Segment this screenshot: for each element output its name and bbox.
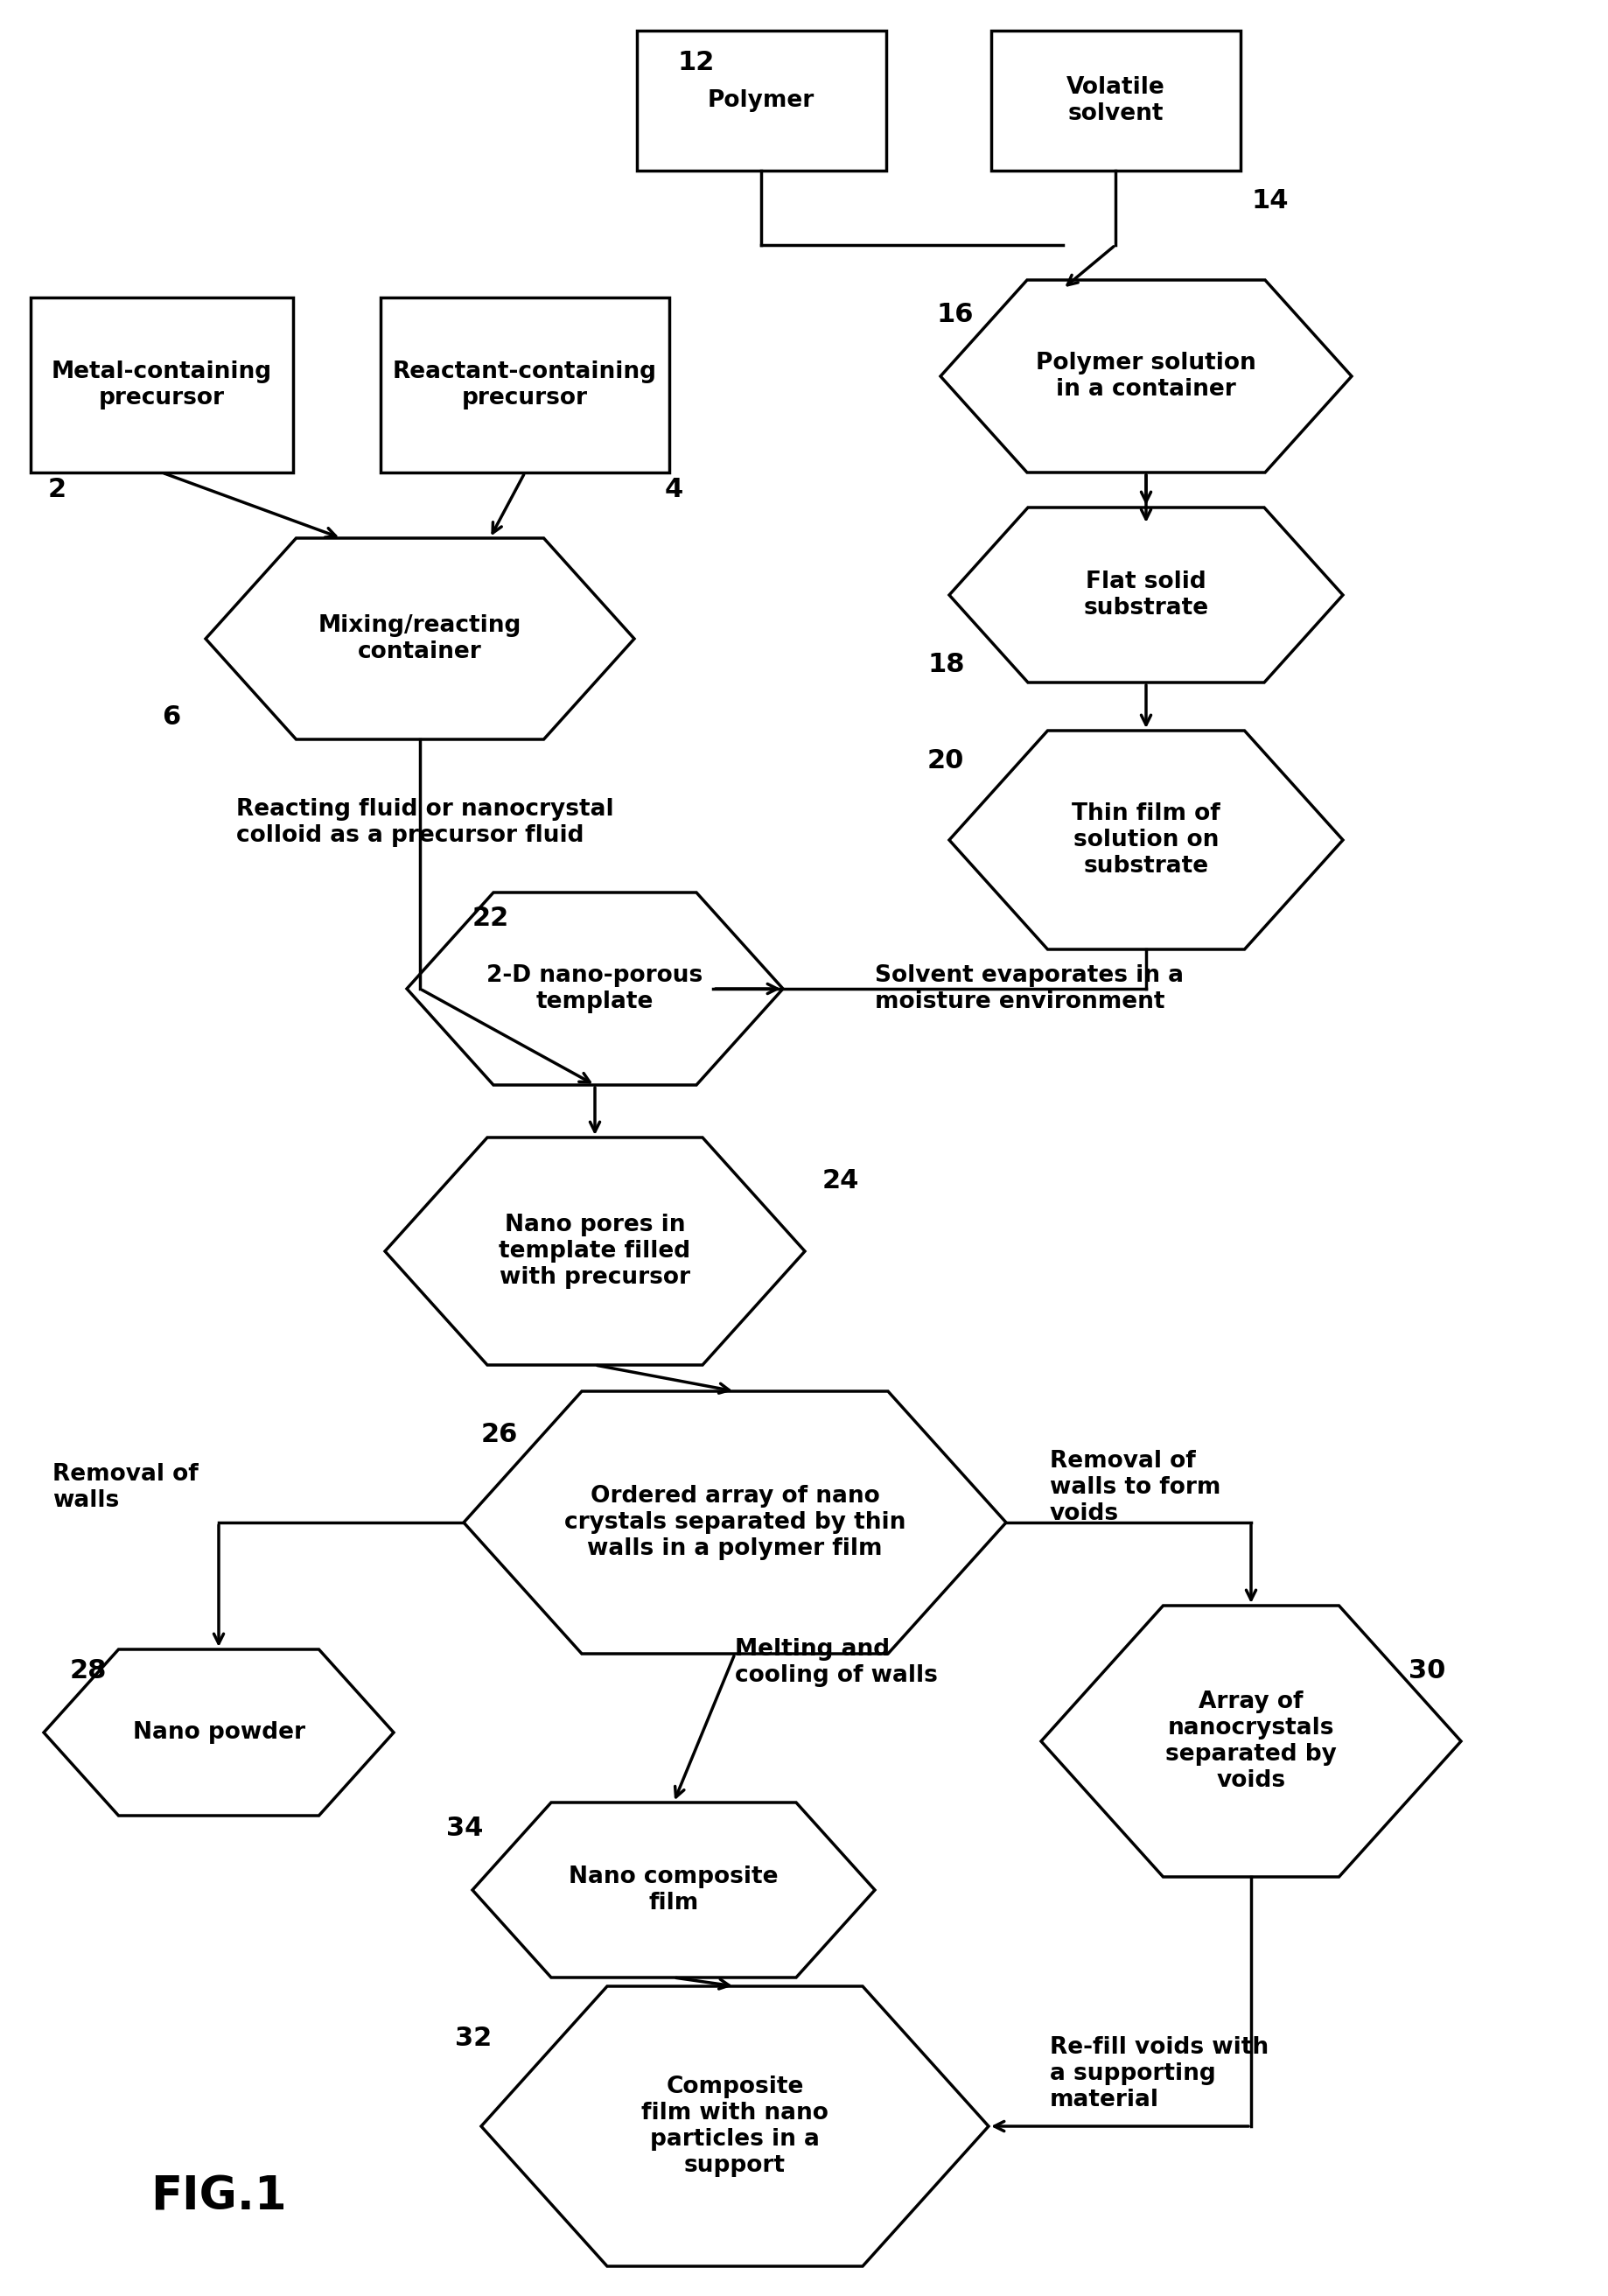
Polygon shape — [481, 1986, 989, 2266]
Polygon shape — [949, 730, 1343, 948]
Polygon shape — [384, 1137, 806, 1366]
Text: Flat solid
substrate: Flat solid substrate — [1084, 569, 1209, 620]
Text: Removal of
walls to form
voids: Removal of walls to form voids — [1050, 1449, 1220, 1525]
Text: Reactant-containing
precursor: Reactant-containing precursor — [392, 360, 658, 409]
Text: Metal-containing
precursor: Metal-containing precursor — [51, 360, 272, 409]
Text: Mixing/reacting
container: Mixing/reacting container — [318, 615, 521, 664]
Bar — [637, 30, 886, 170]
Text: 24: 24 — [822, 1169, 859, 1194]
Polygon shape — [473, 1802, 875, 1977]
Text: 32: 32 — [455, 2025, 492, 2050]
Text: Nano composite
film: Nano composite film — [569, 1864, 778, 1915]
Polygon shape — [43, 1649, 394, 1816]
Text: 30: 30 — [1409, 1658, 1446, 1683]
Polygon shape — [1040, 1605, 1462, 1876]
Bar — [31, 298, 293, 473]
Text: Ordered array of nano
crystals separated by thin
walls in a polymer film: Ordered array of nano crystals separated… — [564, 1486, 905, 1559]
Text: Melting and
cooling of walls: Melting and cooling of walls — [735, 1637, 937, 1688]
Polygon shape — [941, 280, 1352, 473]
Text: Removal of
walls: Removal of walls — [53, 1463, 198, 1513]
Text: Volatile
solvent: Volatile solvent — [1066, 76, 1164, 124]
Text: 4: 4 — [664, 478, 683, 503]
Text: Nano powder: Nano powder — [132, 1722, 306, 1745]
Text: FIG.1: FIG.1 — [151, 2174, 286, 2218]
Text: 14: 14 — [1251, 188, 1288, 214]
Text: 22: 22 — [473, 907, 510, 932]
Text: Composite
film with nano
particles in a
support: Composite film with nano particles in a … — [642, 2076, 828, 2177]
Polygon shape — [463, 1391, 1007, 1653]
Text: Polymer: Polymer — [708, 90, 815, 113]
Text: 6: 6 — [162, 705, 180, 730]
Text: Polymer solution
in a container: Polymer solution in a container — [1036, 351, 1256, 402]
Text: Thin film of
solution on
substrate: Thin film of solution on substrate — [1073, 801, 1220, 877]
Text: 34: 34 — [445, 1816, 484, 1841]
Text: 2: 2 — [48, 478, 66, 503]
Polygon shape — [206, 537, 634, 739]
Text: 20: 20 — [928, 748, 965, 774]
Text: 26: 26 — [481, 1421, 518, 1449]
Bar — [991, 30, 1240, 170]
Text: 18: 18 — [928, 652, 965, 677]
Polygon shape — [949, 507, 1343, 682]
Text: 12: 12 — [679, 51, 716, 76]
Text: Solvent evaporates in a
moisture environment: Solvent evaporates in a moisture environ… — [875, 964, 1183, 1013]
Text: 16: 16 — [936, 303, 973, 328]
Text: Nano pores in
template filled
with precursor: Nano pores in template filled with precu… — [498, 1215, 691, 1288]
Text: Re-fill voids with
a supporting
material: Re-fill voids with a supporting material — [1050, 2037, 1269, 2112]
Text: Array of
nanocrystals
separated by
voids: Array of nanocrystals separated by voids — [1166, 1690, 1336, 1791]
Text: Reacting fluid or nanocrystal
colloid as a precursor fluid: Reacting fluid or nanocrystal colloid as… — [236, 799, 614, 847]
Text: 28: 28 — [71, 1658, 108, 1683]
Polygon shape — [407, 893, 783, 1086]
Text: 2-D nano-porous
template: 2-D nano-porous template — [487, 964, 703, 1013]
Bar — [381, 298, 669, 473]
